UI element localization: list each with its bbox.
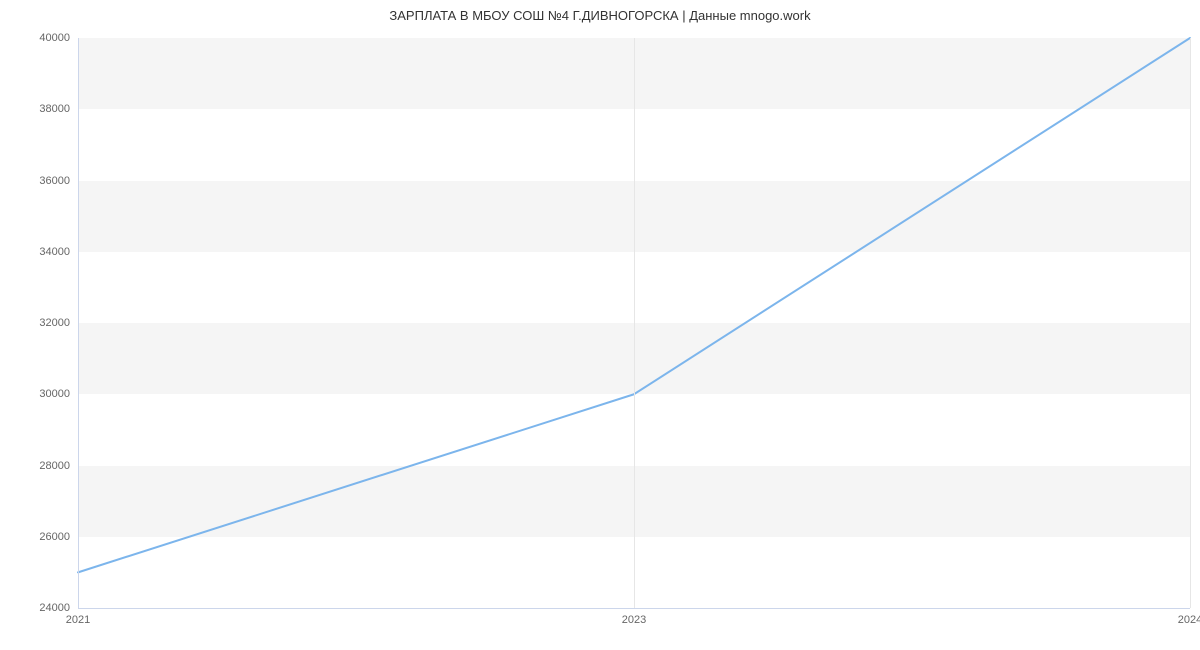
y-axis-label: 32000 [39, 317, 70, 329]
y-axis-line [78, 38, 79, 608]
y-axis-label: 26000 [39, 531, 70, 543]
y-axis-label: 24000 [39, 602, 70, 614]
y-axis-label: 36000 [39, 175, 70, 187]
x-axis-label: 2021 [66, 614, 90, 626]
y-axis-label: 40000 [39, 32, 70, 44]
x-axis-label: 2023 [622, 614, 646, 626]
x-gridline [634, 38, 635, 608]
y-axis-label: 34000 [39, 246, 70, 258]
chart-title: ЗАРПЛАТА В МБОУ СОШ №4 Г.ДИВНОГОРСКА | Д… [0, 8, 1200, 23]
x-axis-label: 2024 [1178, 614, 1200, 626]
plot-area [78, 38, 1190, 608]
y-axis-label: 30000 [39, 388, 70, 400]
x-gridline [1190, 38, 1191, 608]
y-axis-label: 28000 [39, 460, 70, 472]
y-axis-label: 38000 [39, 103, 70, 115]
x-axis-line [78, 608, 1190, 609]
salary-line-chart: ЗАРПЛАТА В МБОУ СОШ №4 Г.ДИВНОГОРСКА | Д… [0, 0, 1200, 650]
